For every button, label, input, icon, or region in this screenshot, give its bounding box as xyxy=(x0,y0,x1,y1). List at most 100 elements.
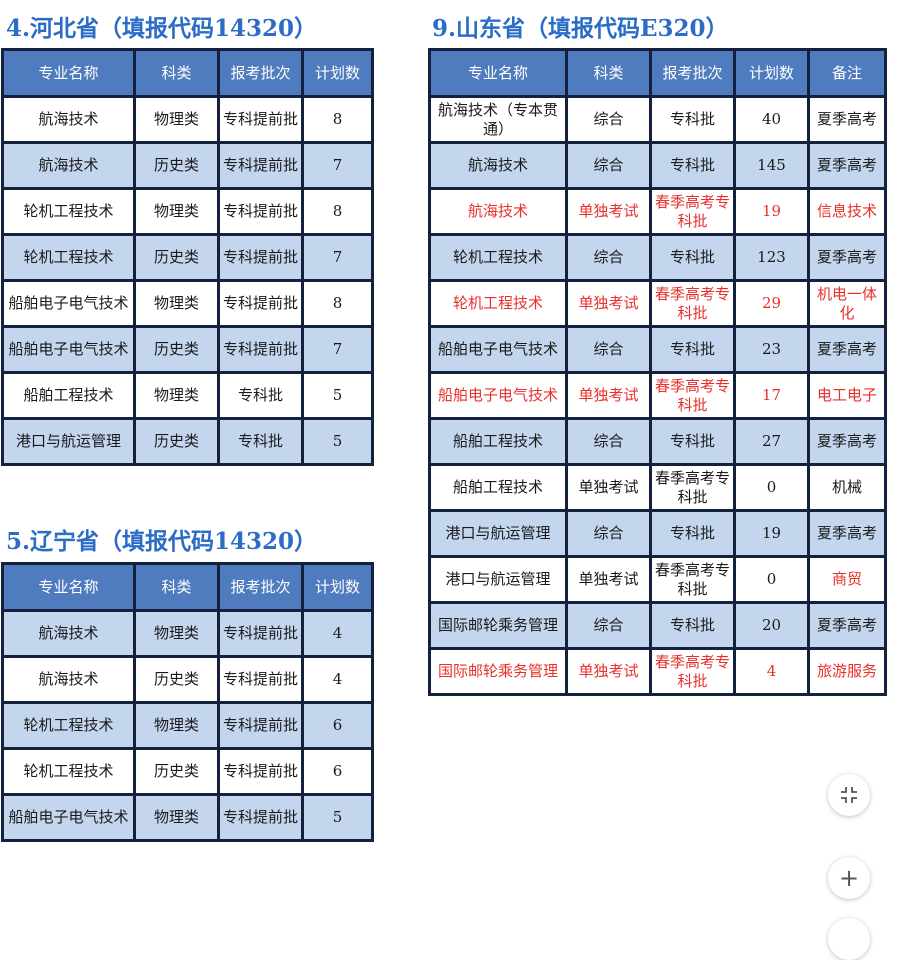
cell-category: 综合 xyxy=(568,144,649,187)
table-row: 港口与航运管理 综合 专科批 19 夏季高考 xyxy=(431,512,884,555)
cell-plan: 6 xyxy=(304,750,371,793)
more-button[interactable] xyxy=(828,918,870,960)
cell-plan: 17 xyxy=(736,374,807,417)
cell-category: 历史类 xyxy=(136,236,217,279)
col-header-plan: 计划数 xyxy=(736,51,807,95)
cell-batch: 专科批 xyxy=(652,328,733,371)
cell-major: 航海技术 xyxy=(4,144,133,187)
cell-batch: 专科提前批 xyxy=(220,612,301,655)
shandong-table: 专业名称 科类 报考批次 计划数 备注 航海技术（专本贯通） 综合 专科批 40… xyxy=(428,48,887,696)
cell-category: 物理类 xyxy=(136,374,217,417)
col-header-batch: 报考批次 xyxy=(220,565,301,609)
table-row: 港口与航运管理 单独考试 春季高考专科批 0 商贸 xyxy=(431,558,884,601)
cell-remark: 夏季高考 xyxy=(810,236,884,279)
table-row: 轮机工程技术 单独考试 春季高考专科批 29 机电一体化 xyxy=(431,282,884,325)
cell-batch: 专科批 xyxy=(652,512,733,555)
cell-major: 港口与航运管理 xyxy=(4,420,133,463)
cell-major: 船舶电子电气技术 xyxy=(4,282,133,325)
shandong-title: 9.山东省（填报代码E320） xyxy=(432,15,729,42)
col-header-major: 专业名称 xyxy=(4,565,133,609)
cell-category: 综合 xyxy=(568,328,649,371)
liaoning-table: 专业名称 科类 报考批次 计划数 航海技术 物理类 专科提前批 4 航海技术 历… xyxy=(1,562,374,842)
col-header-batch: 报考批次 xyxy=(220,51,301,95)
table-header-row: 专业名称 科类 报考批次 计划数 备注 xyxy=(431,51,884,95)
cell-plan: 4 xyxy=(304,658,371,701)
cell-plan: 5 xyxy=(304,796,371,839)
cell-remark: 夏季高考 xyxy=(810,420,884,463)
cell-category: 综合 xyxy=(568,512,649,555)
cell-major: 船舶电子电气技术 xyxy=(4,796,133,839)
cell-plan: 5 xyxy=(304,374,371,417)
cell-major: 航海技术 xyxy=(4,658,133,701)
collapse-button[interactable] xyxy=(828,774,870,816)
cell-major: 船舶工程技术 xyxy=(431,420,565,463)
table-row: 港口与航运管理 历史类 专科批 5 xyxy=(4,420,371,463)
cell-batch: 专科提前批 xyxy=(220,98,301,141)
cell-category: 单独考试 xyxy=(568,558,649,601)
cell-plan: 19 xyxy=(736,512,807,555)
table-row: 国际邮轮乘务管理 单独考试 春季高考专科批 4 旅游服务 xyxy=(431,650,884,693)
cell-plan: 27 xyxy=(736,420,807,463)
cell-category: 历史类 xyxy=(136,144,217,187)
cell-batch: 专科批 xyxy=(220,374,301,417)
cell-plan: 0 xyxy=(736,466,807,509)
table-row: 轮机工程技术 物理类 专科提前批 8 xyxy=(4,190,371,233)
cell-batch: 专科提前批 xyxy=(220,236,301,279)
cell-batch: 专科批 xyxy=(220,420,301,463)
cell-plan: 7 xyxy=(304,236,371,279)
cell-batch: 专科提前批 xyxy=(220,658,301,701)
cell-major: 轮机工程技术 xyxy=(4,750,133,793)
cell-category: 物理类 xyxy=(136,190,217,233)
cell-major: 船舶电子电气技术 xyxy=(431,374,565,417)
col-header-category: 科类 xyxy=(136,565,217,609)
cell-remark: 信息技术 xyxy=(810,190,884,233)
cell-batch: 专科提前批 xyxy=(220,328,301,371)
table-row: 船舶电子电气技术 单独考试 春季高考专科批 17 电工电子 xyxy=(431,374,884,417)
cell-batch: 专科批 xyxy=(652,98,733,141)
cell-category: 历史类 xyxy=(136,658,217,701)
cell-plan: 40 xyxy=(736,98,807,141)
cell-category: 单独考试 xyxy=(568,282,649,325)
cell-category: 历史类 xyxy=(136,750,217,793)
cell-major: 航海技术 xyxy=(431,144,565,187)
cell-major: 轮机工程技术 xyxy=(431,236,565,279)
zoom-in-button[interactable]: + xyxy=(828,857,870,899)
cell-batch: 专科批 xyxy=(652,604,733,647)
cell-remark: 夏季高考 xyxy=(810,512,884,555)
cell-batch: 专科批 xyxy=(652,236,733,279)
cell-category: 物理类 xyxy=(136,612,217,655)
table-row: 国际邮轮乘务管理 综合 专科批 20 夏季高考 xyxy=(431,604,884,647)
cell-batch: 春季高考专科批 xyxy=(652,650,733,693)
cell-plan: 4 xyxy=(304,612,371,655)
cell-plan: 23 xyxy=(736,328,807,371)
cell-major: 轮机工程技术 xyxy=(431,282,565,325)
cell-category: 单独考试 xyxy=(568,190,649,233)
table-row: 航海技术 历史类 专科提前批 4 xyxy=(4,658,371,701)
col-header-batch: 报考批次 xyxy=(652,51,733,95)
cell-major: 国际邮轮乘务管理 xyxy=(431,604,565,647)
cell-category: 物理类 xyxy=(136,98,217,141)
cell-batch: 专科提前批 xyxy=(220,704,301,747)
cell-batch: 春季高考专科批 xyxy=(652,374,733,417)
cell-plan: 4 xyxy=(736,650,807,693)
cell-batch: 专科提前批 xyxy=(220,750,301,793)
table-row: 船舶电子电气技术 综合 专科批 23 夏季高考 xyxy=(431,328,884,371)
cell-batch: 春季高考专科批 xyxy=(652,466,733,509)
cell-major: 轮机工程技术 xyxy=(4,190,133,233)
cell-batch: 专科批 xyxy=(652,144,733,187)
cell-category: 历史类 xyxy=(136,328,217,371)
cell-batch: 专科提前批 xyxy=(220,796,301,839)
table-row: 航海技术 物理类 专科提前批 4 xyxy=(4,612,371,655)
cell-major: 船舶工程技术 xyxy=(431,466,565,509)
table-row: 船舶工程技术 单独考试 春季高考专科批 0 机械 xyxy=(431,466,884,509)
cell-batch: 专科批 xyxy=(652,420,733,463)
cell-remark: 机电一体化 xyxy=(810,282,884,325)
cell-category: 物理类 xyxy=(136,704,217,747)
cell-remark: 夏季高考 xyxy=(810,328,884,371)
cell-major: 船舶工程技术 xyxy=(4,374,133,417)
cell-plan: 7 xyxy=(304,144,371,187)
cell-category: 综合 xyxy=(568,236,649,279)
cell-category: 综合 xyxy=(568,420,649,463)
cell-category: 单独考试 xyxy=(568,374,649,417)
compress-icon xyxy=(841,787,857,803)
